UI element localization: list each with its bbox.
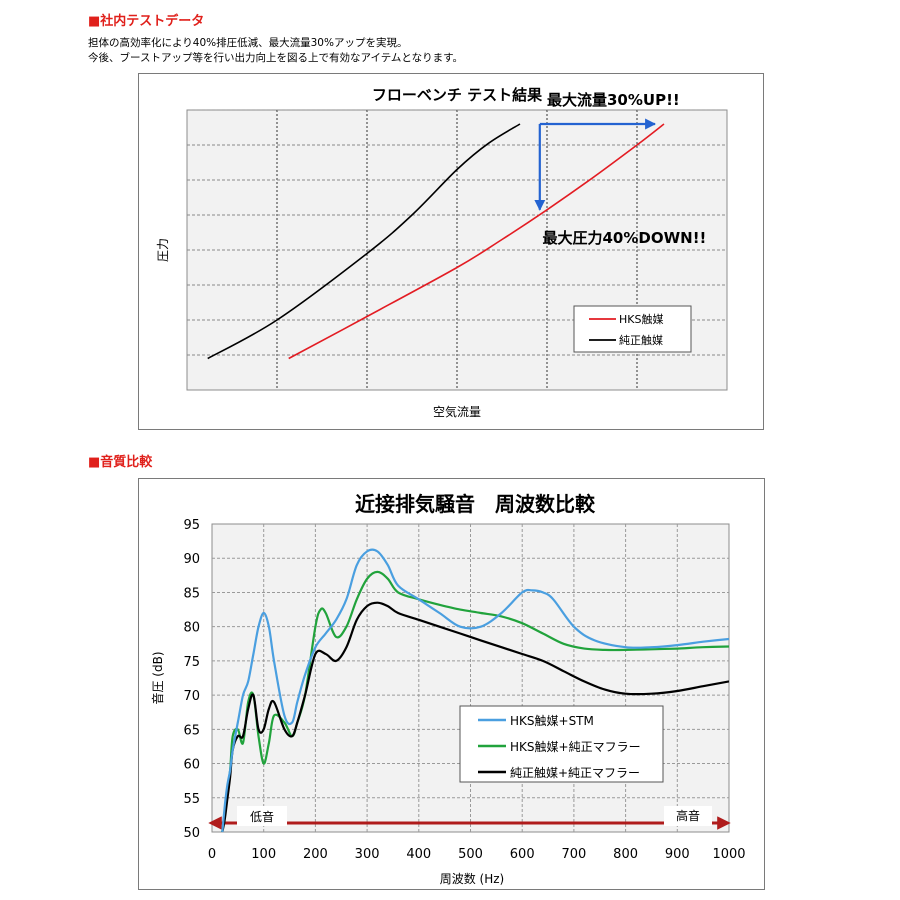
chart-title: フローベンチ テスト結果	[372, 86, 543, 104]
y-tick-label: 85	[183, 586, 200, 601]
description-line-2: 今後、ブーストアップ等を行い出力向上を図る上で有効なアイテムとなります。	[88, 51, 464, 64]
y-tick-label: 50	[183, 826, 200, 841]
chart-title: 近接排気騒音 周波数比較	[355, 492, 596, 516]
legend-label: HKS触媒+STM	[510, 714, 594, 728]
y-tick-label: 60	[183, 758, 200, 773]
x-tick-label: 600	[510, 847, 535, 862]
x-tick-label: 300	[355, 847, 380, 862]
y-tick-label: 80	[183, 621, 200, 636]
annotation-label: 最大圧力40%DOWN!!	[543, 229, 707, 247]
y-tick-label: 75	[183, 655, 200, 670]
y-tick-label: 65	[183, 723, 200, 738]
y-tick-label: 95	[183, 518, 200, 533]
x-tick-label: 500	[458, 847, 483, 862]
y-axis-label: 音圧 (dB)	[150, 651, 165, 704]
x-tick-label: 200	[303, 847, 328, 862]
y-tick-label: 90	[183, 552, 200, 567]
low-band-label-bg	[237, 806, 287, 826]
legend-label: 純正触媒	[619, 333, 663, 347]
high-band-label: 高音	[676, 808, 700, 823]
x-tick-label: 1000	[712, 847, 745, 862]
x-axis-label: 空気流量	[433, 404, 481, 419]
x-tick-label: 900	[665, 847, 690, 862]
section2-heading: ■音質比較	[88, 455, 153, 470]
legend-box	[459, 705, 664, 783]
x-tick-label: 0	[208, 847, 216, 862]
y-tick-label: 55	[183, 792, 200, 807]
high-band-label-bg	[664, 806, 712, 826]
flow-series-0-line	[288, 123, 665, 360]
x-axis-label: 周波数 (Hz)	[440, 871, 505, 886]
sound-series-0-line	[221, 548, 729, 832]
description-line-1: 担体の高効率化により40%排圧低減、最大流量30%アップを実現。	[88, 37, 408, 49]
x-tick-label: 800	[613, 847, 638, 862]
sound-series-2-line	[221, 601, 729, 832]
sound-series-1-line	[221, 570, 729, 832]
low-band-label: 低音	[250, 809, 274, 824]
legend-label: HKS触媒	[619, 312, 663, 326]
flow-series-1-line	[207, 123, 521, 360]
x-tick-label: 400	[406, 847, 431, 862]
y-tick-label: 70	[183, 689, 200, 704]
legend-label: 純正触媒+純正マフラー	[510, 766, 640, 780]
legend-label: HKS触媒+純正マフラー	[510, 740, 641, 754]
section1-heading: ■社内テストデータ	[88, 14, 205, 29]
legend-box	[573, 305, 692, 353]
annotation-label: 最大流量30%UP!!	[547, 91, 680, 109]
x-tick-label: 700	[561, 847, 586, 862]
y-axis-label: 圧力	[156, 238, 170, 262]
x-tick-label: 100	[251, 847, 276, 862]
section1-description: 担体の高効率化により40%排圧低減、最大流量30%アップを実現。 今後、ブースト…	[88, 36, 463, 65]
